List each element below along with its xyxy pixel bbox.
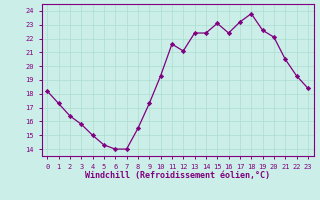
X-axis label: Windchill (Refroidissement éolien,°C): Windchill (Refroidissement éolien,°C)	[85, 171, 270, 180]
